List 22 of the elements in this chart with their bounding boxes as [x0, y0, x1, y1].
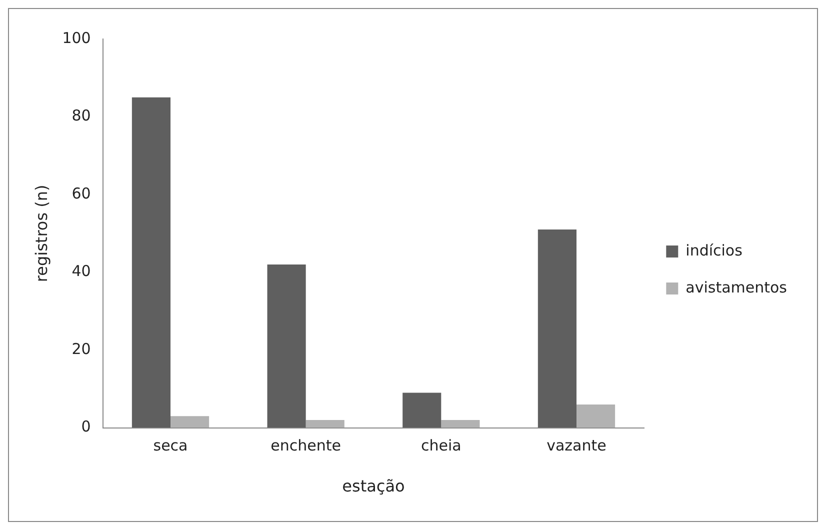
- bar: [576, 404, 616, 428]
- bar: [170, 416, 210, 428]
- bar: [441, 420, 480, 428]
- x-tick-label: cheia: [420, 436, 462, 455]
- legend-label: indícios: [686, 241, 743, 260]
- x-tick-label: vazante: [546, 436, 606, 455]
- bar: [402, 392, 442, 428]
- bar: [538, 230, 576, 428]
- x-axis-title: estação: [342, 476, 405, 496]
- y-tick-label: 0: [81, 418, 91, 436]
- y-tick-label: 40: [72, 262, 91, 280]
- y-tick-label: 80: [72, 106, 91, 125]
- legend-label: avistamentos: [686, 278, 788, 296]
- x-tick-label: seca: [153, 436, 188, 455]
- bar: [132, 97, 170, 428]
- y-tick-label: 100: [62, 28, 91, 47]
- y-axis-title: registros (n): [32, 184, 51, 282]
- bar: [267, 264, 306, 428]
- y-tick-label: 60: [72, 184, 91, 202]
- x-tick-label: enchente: [270, 436, 341, 455]
- bar: [306, 420, 344, 428]
- y-tick-label: 20: [72, 340, 91, 358]
